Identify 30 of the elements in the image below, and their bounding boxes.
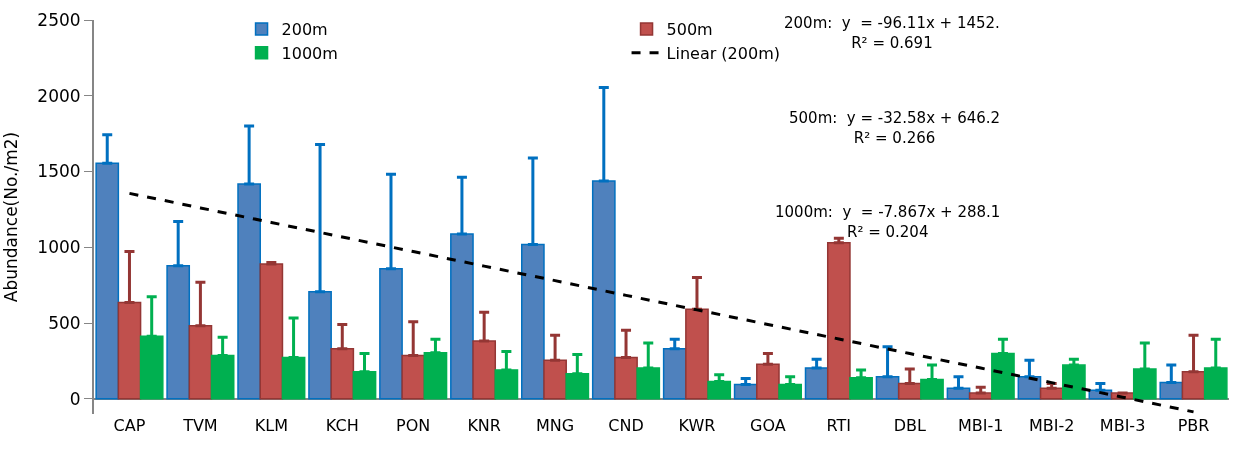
x-tick-label: PON (396, 416, 431, 435)
x-tick-label: KCH (325, 416, 359, 435)
annotation: 200m: y = -96.11x + 1452. R² = 0.691 (784, 14, 1000, 52)
annotation: 1000m: y = -7.867x + 288.1 R² = 0.204 (775, 203, 1001, 241)
legend-label: 500m (666, 20, 713, 40)
x-tick-label: TVM (182, 416, 218, 435)
y-tick-label: 500 (48, 313, 81, 334)
x-tick-label: MBI-1 (957, 416, 1004, 435)
annotation: 500m: y = -32.58x + 646.2 R² = 0.266 (789, 109, 1001, 147)
x-tick-label: KLM (254, 416, 288, 435)
x-tick-label: KWR (678, 416, 716, 435)
y-axis-title: Abundance(No./m2) (1, 131, 22, 303)
y-tick-label: 0 (69, 388, 81, 409)
legend-label: Linear (200m) (666, 44, 780, 64)
x-tick-label: GOA (750, 416, 786, 435)
y-tick-label: 1500 (37, 161, 81, 182)
legend-label: 1000m (281, 44, 338, 64)
x-tick-label: KNR (467, 416, 501, 435)
x-tick-label: MBI-2 (1028, 416, 1075, 435)
y-tick-label: 1000 (37, 237, 81, 258)
x-tick-label: MNG (536, 416, 575, 435)
x-tick-label: PBR (1177, 416, 1210, 435)
x-tick-label: DBL (893, 416, 926, 435)
x-tick-label: MBI-3 (1099, 416, 1146, 435)
x-tick-label: CAP (113, 416, 146, 435)
x-tick-label: RTI (826, 416, 852, 435)
y-tick-label: 2000 (37, 85, 81, 106)
x-tick-label: CND (608, 416, 644, 435)
y-tick-label: 2500 (37, 9, 81, 30)
legend-label: 200m (281, 20, 328, 40)
